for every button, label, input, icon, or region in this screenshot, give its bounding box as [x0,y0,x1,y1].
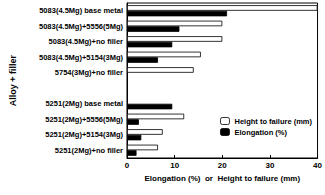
svg-text:Alloy + filler: Alloy + filler [8,54,18,106]
svg-text:Elongation (%) or Height to: Elongation (%) or Height to failure (mm) [144,174,300,183]
svg-text:5083(4.5Mg)+no filler: 5083(4.5Mg)+no filler [49,37,123,46]
svg-text:40: 40 [313,161,322,170]
svg-text:5251(2Mg)+no filler: 5251(2Mg)+no filler [55,146,123,155]
svg-text:5083(4.5Mg) base metal: 5083(4.5Mg) base metal [39,6,123,15]
svg-text:5251(2Mg)+5556(5Mg): 5251(2Mg)+5556(5Mg) [45,115,123,124]
svg-text:Elongation (%): Elongation (%) [234,128,287,137]
svg-text:10: 10 [170,161,179,170]
svg-text:5083(4.5Mg)+5154(3Mg): 5083(4.5Mg)+5154(3Mg) [39,53,123,62]
svg-text:0: 0 [125,161,130,170]
svg-text:5251(2Mg)+5154(3Mg): 5251(2Mg)+5154(3Mg) [45,130,123,139]
svg-text:5754(3Mg)+no filler: 5754(3Mg)+no filler [55,68,123,77]
svg-text:20: 20 [218,161,227,170]
svg-text:30: 30 [265,161,274,170]
svg-text:5251(2Mg) base metal: 5251(2Mg) base metal [45,99,123,108]
svg-text:Height to failure (mm): Height to failure (mm) [234,117,312,126]
svg-text:5083(4.5Mg)+5556(5Mg): 5083(4.5Mg)+5556(5Mg) [39,22,123,31]
